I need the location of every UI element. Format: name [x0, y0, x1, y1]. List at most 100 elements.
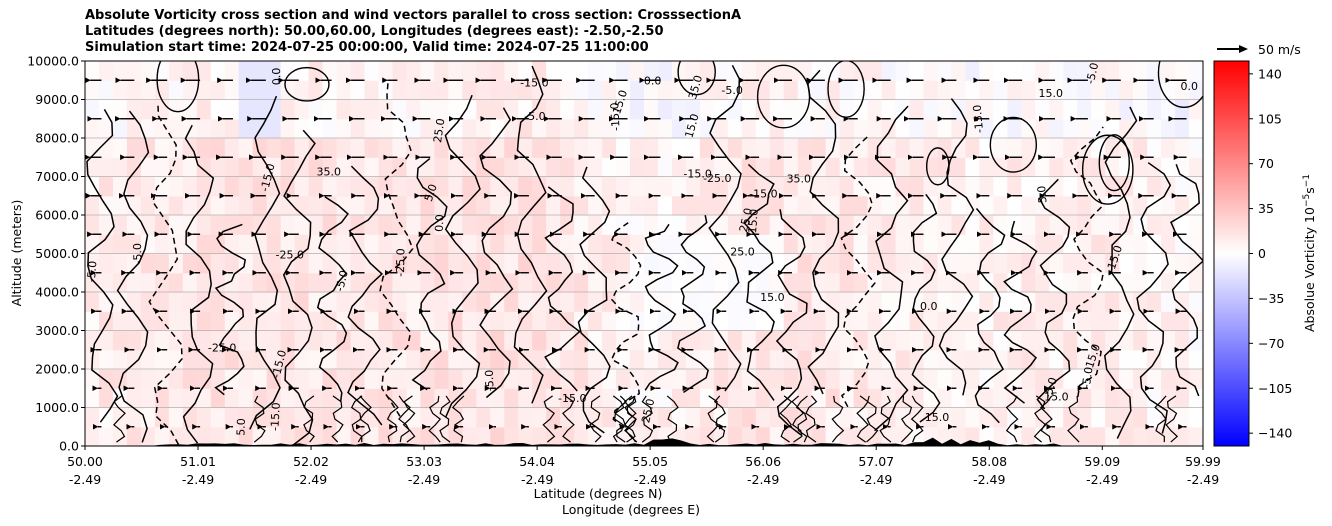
field-cell — [308, 61, 324, 81]
field-cell — [685, 138, 701, 158]
field-cell — [210, 61, 226, 81]
field-cell — [336, 80, 352, 101]
field-cell — [1091, 80, 1106, 101]
field-cell — [741, 176, 757, 197]
field-cell — [909, 157, 925, 178]
field-cell — [294, 407, 310, 428]
field-cell — [238, 61, 254, 81]
field-cell — [140, 311, 156, 332]
field-cell — [532, 99, 547, 120]
field-cell — [630, 138, 645, 158]
title-line-2: Latitudes (degrees north): 50.00,60.00, … — [85, 24, 664, 39]
field-cell — [112, 195, 128, 216]
field-cell — [630, 234, 645, 255]
field-cell — [867, 426, 883, 446]
colorbar-tick-label: −35 — [1258, 291, 1284, 306]
field-cell — [965, 176, 980, 197]
field-cell — [462, 330, 477, 351]
field-cell — [1021, 388, 1036, 409]
field-cell — [210, 388, 226, 409]
field-cell — [420, 234, 435, 255]
field-cell — [1091, 215, 1106, 235]
field-cell — [154, 215, 170, 235]
field-cell — [182, 388, 198, 409]
field-cell — [1007, 195, 1022, 216]
field-cell — [1189, 292, 1203, 312]
field-cell — [895, 234, 911, 255]
field-cell — [685, 157, 701, 178]
field-cell — [657, 80, 673, 101]
field-cell — [1049, 349, 1064, 370]
field-cell — [350, 138, 366, 158]
field-cell — [1077, 138, 1092, 158]
field-cell — [462, 369, 477, 389]
contour-line-low — [623, 395, 637, 443]
field-cell — [322, 176, 338, 197]
field-cell — [979, 272, 994, 293]
field-cell — [182, 369, 198, 389]
field-cell — [951, 80, 967, 101]
field-cell — [140, 369, 156, 389]
field-cell — [168, 195, 184, 216]
field-cell — [1091, 388, 1106, 409]
field-cell — [951, 388, 967, 409]
field-cell — [853, 195, 869, 216]
field-cell — [783, 253, 799, 274]
field-cell — [168, 330, 184, 351]
field-cell — [741, 330, 757, 351]
field-cell — [1119, 61, 1134, 81]
field-cell — [630, 61, 645, 81]
field-cell — [546, 369, 561, 389]
field-cell — [685, 311, 701, 332]
field-cell — [574, 215, 589, 235]
field-cell — [224, 80, 240, 101]
field-cell — [196, 330, 212, 351]
field-cell — [406, 272, 421, 293]
field-cell — [965, 61, 980, 81]
field-cell — [1021, 234, 1036, 255]
field-cell — [448, 138, 463, 158]
contour-line — [840, 136, 876, 408]
field-cell — [140, 388, 156, 409]
field-cell — [685, 426, 701, 446]
field-cell — [85, 369, 100, 389]
field-cell — [644, 99, 659, 120]
field-cell — [839, 234, 855, 255]
contour-loop — [925, 147, 950, 186]
field-cell — [350, 272, 366, 293]
field-cell — [98, 234, 114, 255]
quiver-key-arrowhead — [1239, 45, 1248, 53]
field-cell — [406, 407, 421, 428]
field-cell — [308, 157, 324, 178]
field-cell — [112, 138, 128, 158]
field-cell — [336, 195, 352, 216]
field-cell — [266, 80, 282, 101]
field-cell — [196, 157, 212, 178]
field-cell — [657, 157, 673, 178]
field-cell — [727, 195, 743, 216]
contour-label: -5.0 — [1084, 61, 1101, 85]
contour-line-low — [562, 395, 575, 443]
field-cell — [867, 176, 883, 197]
field-cell — [210, 195, 226, 216]
field-cell — [1133, 234, 1148, 255]
field-cell — [588, 157, 603, 178]
field-cell — [1105, 61, 1120, 81]
field-cell — [1147, 138, 1162, 158]
field-cell — [210, 234, 226, 255]
field-cell — [602, 234, 617, 255]
contour-labels: -5.0-25.00.0-5.015.025.0-5.00.0-15.0-5.0… — [85, 61, 1198, 436]
field-cell — [979, 292, 994, 312]
field-cell — [434, 176, 449, 197]
field-cell — [224, 330, 240, 351]
field-cell — [979, 80, 994, 101]
field-cell — [755, 426, 771, 446]
field-cell — [644, 388, 659, 409]
field-cell — [1189, 426, 1203, 446]
field-cell — [811, 195, 827, 216]
field-cell — [126, 99, 142, 120]
contour-line-low — [428, 395, 442, 443]
field-cell — [196, 272, 212, 293]
field-cell — [420, 349, 435, 370]
field-cell — [210, 349, 226, 370]
